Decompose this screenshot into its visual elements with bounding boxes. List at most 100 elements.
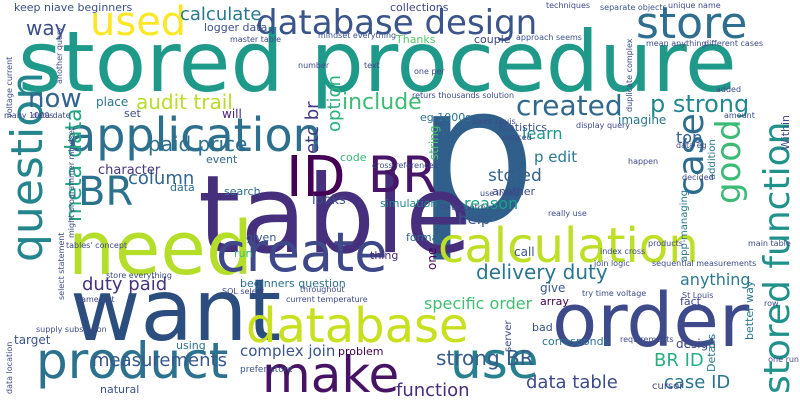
word: voltage current bbox=[5, 56, 14, 118]
word: data eg bbox=[676, 141, 707, 150]
word: one bbox=[425, 247, 439, 270]
word: specific order bbox=[424, 294, 533, 313]
word: better way bbox=[743, 280, 756, 340]
word: couple bbox=[474, 33, 511, 46]
word: case ID bbox=[664, 372, 731, 393]
word: use bbox=[450, 332, 539, 390]
word: requirements bbox=[620, 335, 674, 344]
word: simulation bbox=[380, 197, 438, 210]
word: another bbox=[492, 185, 536, 198]
word: looks bbox=[312, 193, 346, 208]
word: sequential measurements bbox=[652, 259, 757, 268]
word: imagine bbox=[618, 113, 667, 127]
word: text bbox=[364, 61, 380, 70]
word: returs thousands solution bbox=[412, 91, 515, 100]
word: will bbox=[222, 107, 242, 121]
word: natural bbox=[100, 383, 140, 396]
word: learn bbox=[522, 124, 563, 143]
word: want bbox=[70, 261, 282, 361]
word: place bbox=[96, 95, 129, 109]
word: happen bbox=[628, 157, 659, 166]
word: ID bbox=[286, 145, 346, 210]
word: store bbox=[636, 0, 748, 49]
word: throughout bbox=[300, 285, 345, 294]
word: data table bbox=[526, 372, 618, 393]
word: one per bbox=[414, 67, 445, 76]
word: logger data bbox=[204, 21, 268, 34]
word: SQL select bbox=[222, 287, 265, 296]
word: supply substation bbox=[36, 325, 107, 334]
word: eg 1000s bbox=[420, 111, 471, 124]
word: tables' concept bbox=[66, 241, 128, 250]
word: collections bbox=[390, 1, 449, 14]
word: cross references bbox=[372, 161, 438, 170]
word: now bbox=[28, 84, 82, 114]
word: stored function bbox=[757, 121, 798, 394]
word: anything bbox=[680, 270, 751, 289]
word: BR ID bbox=[654, 350, 704, 371]
word: make bbox=[262, 346, 400, 400]
word: give bbox=[540, 281, 566, 295]
word: p strong bbox=[650, 90, 750, 118]
word: measurements bbox=[92, 350, 227, 371]
word: complex join bbox=[240, 342, 336, 360]
word: number bbox=[298, 61, 330, 70]
word: Details bbox=[705, 333, 718, 372]
word: set bbox=[124, 107, 141, 120]
word: code bbox=[340, 151, 367, 164]
word: server bbox=[503, 320, 514, 352]
word: noticed bbox=[502, 133, 532, 142]
word: another query bbox=[55, 27, 64, 84]
word: store everything bbox=[106, 271, 172, 280]
word: include bbox=[342, 90, 422, 115]
word: many 1000s bbox=[4, 111, 54, 120]
word: order bbox=[552, 278, 750, 364]
word: database bbox=[246, 298, 469, 354]
word: way bbox=[26, 16, 67, 40]
word: thing bbox=[370, 249, 399, 262]
word: try time voltage bbox=[582, 289, 647, 298]
word: Saint Louis bbox=[472, 117, 516, 126]
word: decided bbox=[682, 173, 714, 182]
word: corresponds bbox=[542, 335, 610, 348]
word: join logic bbox=[594, 259, 630, 268]
word: beginners question bbox=[240, 277, 346, 290]
word: keep niave beginners bbox=[14, 1, 133, 14]
word: techniques bbox=[546, 1, 591, 10]
word: name put bbox=[76, 295, 115, 304]
word: stored bbox=[488, 166, 542, 186]
word: mean anything bbox=[646, 39, 707, 48]
word: data location bbox=[5, 341, 14, 394]
word: string bbox=[427, 125, 441, 160]
word: p bbox=[416, 44, 537, 265]
word: database design bbox=[256, 3, 538, 43]
word: created bbox=[516, 89, 623, 122]
word: BR bbox=[368, 146, 438, 204]
word: mindset everything bbox=[318, 31, 397, 40]
word: call bbox=[514, 245, 535, 259]
word: stored procedure bbox=[18, 13, 737, 111]
word: array bbox=[540, 295, 569, 308]
word: audit trail bbox=[136, 90, 233, 114]
word: run bbox=[234, 247, 253, 260]
word: search bbox=[224, 185, 261, 198]
word: Thanks bbox=[396, 33, 436, 46]
word: duplicate complex bbox=[625, 38, 634, 112]
word: create bbox=[216, 221, 388, 284]
word: data date bbox=[32, 111, 71, 120]
word: top bbox=[676, 128, 703, 147]
word: option bbox=[324, 75, 345, 132]
word: row bbox=[764, 299, 779, 308]
word: DataControls bbox=[440, 203, 493, 212]
word: unique name bbox=[668, 1, 721, 10]
word: products' bbox=[648, 239, 686, 248]
word: duty paid bbox=[82, 274, 168, 295]
word: one run bbox=[768, 355, 799, 364]
word: prefer store bbox=[240, 365, 293, 375]
word: index cross bbox=[600, 247, 646, 256]
word: strong BR bbox=[436, 346, 534, 370]
word: event bbox=[206, 153, 238, 166]
word: application bbox=[68, 108, 322, 162]
word: might programmer mindset bbox=[67, 127, 76, 238]
